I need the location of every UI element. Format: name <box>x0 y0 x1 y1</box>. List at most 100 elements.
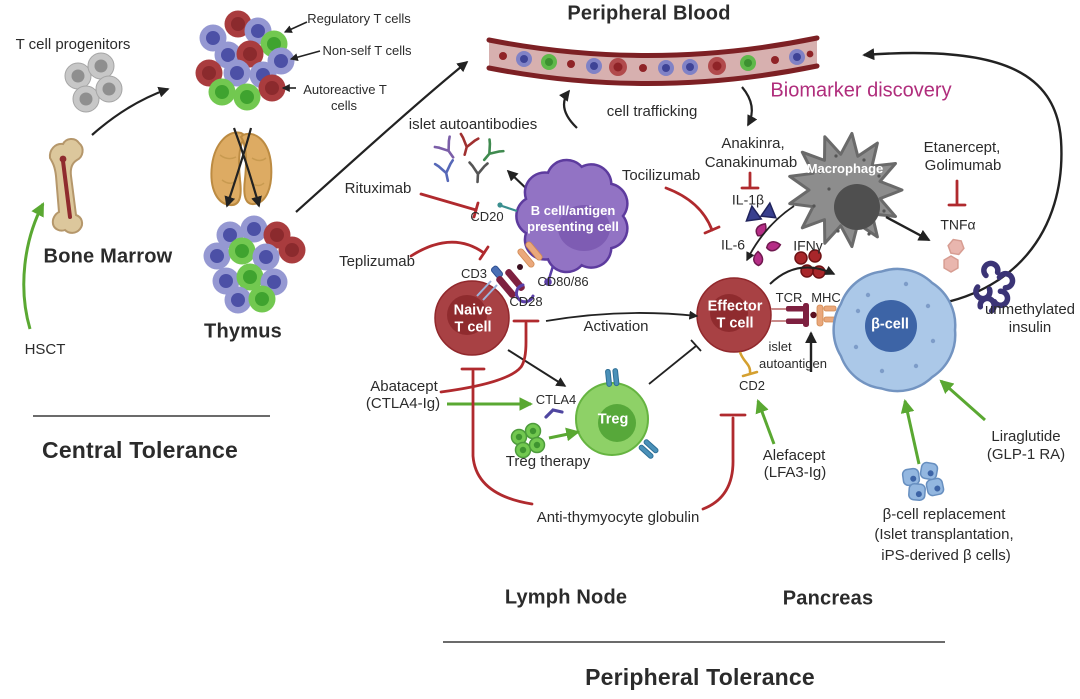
label-unmethylated-insulin-1: unmethylated <box>984 301 1076 319</box>
label-teplizumab: Teplizumab <box>339 253 415 271</box>
liraglutide-arrow <box>939 379 986 422</box>
label-cd28: CD28 <box>509 294 543 310</box>
atg-inhibition-left <box>460 367 534 506</box>
label-anti-thymocyte-globulin: Anti-thymyocyte globulin <box>536 509 700 527</box>
label-anakinra-2: Canakinumab <box>704 154 798 172</box>
label-beta-replacement-2: (Islet transplantation, <box>874 526 1014 544</box>
activation-arrow <box>545 310 699 322</box>
label-activation: Activation <box>583 318 649 336</box>
label-tcr: TCR <box>775 290 803 306</box>
label-peripheral-blood: Peripheral Blood <box>567 2 731 25</box>
label-cd3: CD3 <box>460 266 488 282</box>
label-beta-replacement-1: β-cell replacement <box>882 506 1006 524</box>
label-cd80-86: CD80/86 <box>537 274 589 290</box>
label-b-cell-2: presenting cell <box>527 219 619 235</box>
pancreas-to-blood-return-arrow <box>862 48 1063 309</box>
tnfa-molecules <box>939 238 966 275</box>
b-cell <box>515 158 629 274</box>
teplizumab-inhibition <box>409 240 490 261</box>
label-pancreas: Pancreas <box>782 587 874 610</box>
heading-central-tolerance: Central Tolerance <box>42 436 238 463</box>
label-effector-2: T cell <box>716 315 754 332</box>
effector-t-cell <box>696 277 772 353</box>
label-anakinra-1: Anakinra, <box>721 135 785 153</box>
regulatory-label-arrow <box>283 21 308 33</box>
trafficking-up-arrow <box>558 89 578 129</box>
label-tocilizumab: Tocilizumab <box>621 167 701 185</box>
cd2-receptor <box>738 351 759 378</box>
biomarker-down-arrow <box>741 86 758 127</box>
islet-autoantibody-icons <box>433 132 505 184</box>
label-islet-autoantibodies: islet autoantibodies <box>408 116 538 134</box>
label-treg-therapy: Treg therapy <box>505 453 591 471</box>
thymus-illustration <box>210 131 273 207</box>
thymus-selection-arrow-right <box>232 127 262 208</box>
label-hsct: HSCT <box>24 341 66 359</box>
label-regulatory-t-cells: Regulatory T cells <box>307 11 411 27</box>
label-naive-1: Naive <box>453 302 493 319</box>
label-autoreactive-1: Autoreactive T <box>303 82 387 98</box>
label-unmethylated-insulin-2: insulin <box>1008 319 1052 337</box>
treg-inhibits-effector <box>648 339 702 385</box>
naive-to-treg-arrow <box>507 349 567 387</box>
etanercept-inhibition <box>947 179 967 207</box>
label-effector-1: Effector <box>707 298 763 315</box>
label-tnfa: TNFα <box>940 216 976 233</box>
thymus-to-blood-arrow <box>295 60 469 213</box>
label-macrophage: Macrophage <box>806 161 884 177</box>
blood-vessel <box>486 35 820 87</box>
label-il6: IL-6 <box>720 236 746 253</box>
cd80-86-cd28-receptors <box>514 265 555 304</box>
macrophage-cell <box>788 131 904 249</box>
label-ctla4: CTLA4 <box>535 392 577 408</box>
label-thymus: Thymus <box>204 320 282 343</box>
beta-replacement-cells <box>901 461 945 501</box>
macrophage-to-tnfa-arrow <box>885 215 931 242</box>
cd20-receptor <box>497 202 518 213</box>
label-cd2: CD2 <box>738 378 766 394</box>
label-liraglutide-1: Liraglutide <box>991 428 1061 446</box>
tocilizumab-inhibition <box>664 186 721 235</box>
label-abatacept-1: Abatacept <box>370 378 438 396</box>
label-etanercept-1: Etanercept, <box>923 139 1001 157</box>
hsct-arrow <box>22 202 45 330</box>
label-abatacept-2: (CTLA4-Ig) <box>365 395 441 413</box>
il1b-molecules <box>745 201 777 222</box>
thymus-selection-arrow-left <box>224 127 253 208</box>
thymus-output-cell-cluster <box>203 215 306 314</box>
label-t-cell-progenitors: T cell progenitors <box>15 36 131 54</box>
abatacept-inhibition <box>439 319 540 394</box>
label-ifng: IFNγ <box>793 237 823 254</box>
progenitor-cells <box>64 52 123 113</box>
label-cd20: CD20 <box>470 209 504 225</box>
macrophage-to-effector-arrow <box>746 205 795 262</box>
label-islet-autoantigen-2: autoantigen <box>759 356 827 372</box>
label-biomarker-discovery: Biomarker discovery <box>770 79 952 102</box>
nonself-label-arrow <box>289 50 321 62</box>
progenitor-to-thymus-arrow <box>91 86 170 136</box>
treg-therapy-arrow <box>548 427 581 442</box>
label-alefacept-1: Alefacept <box>762 447 826 465</box>
label-alefacept-2: (LFA3-Ig) <box>763 464 827 482</box>
label-bone-marrow: Bone Marrow <box>43 245 173 268</box>
alefacept-arrow <box>755 399 776 445</box>
naive-t-cell <box>434 280 510 356</box>
label-beta-cell: β-cell <box>871 316 909 333</box>
label-lymph-node: Lymph Node <box>504 586 628 609</box>
label-etanercept-2: Golimumab <box>924 157 1002 175</box>
label-cell-trafficking: cell trafficking <box>606 103 698 121</box>
ctla4-receptor <box>544 408 564 419</box>
treg-therapy-cells <box>510 422 546 459</box>
ifng-arrow <box>769 265 836 285</box>
label-mhc: MHC <box>811 290 841 306</box>
label-islet-autoantigen-1: islet <box>768 339 792 355</box>
thymus-input-cell-cluster <box>195 10 295 111</box>
label-autoreactive-2: cells <box>330 98 358 114</box>
label-liraglutide-2: (GLP-1 RA) <box>986 446 1066 464</box>
anakinra-inhibition <box>740 171 760 190</box>
atg-inhibition-right <box>701 413 747 511</box>
beta-cell <box>832 267 957 393</box>
heading-peripheral-tolerance: Peripheral Tolerance <box>585 663 815 690</box>
